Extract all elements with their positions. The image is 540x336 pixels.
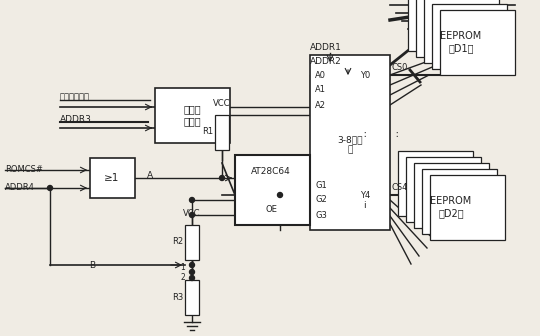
Text: 冷热启动标志: 冷热启动标志 xyxy=(60,92,90,101)
Text: R2: R2 xyxy=(172,238,183,247)
Text: ADDR2: ADDR2 xyxy=(310,57,342,67)
Circle shape xyxy=(278,193,282,198)
Bar xyxy=(185,280,199,315)
Text: 1: 1 xyxy=(180,262,185,271)
Bar xyxy=(416,0,491,57)
Text: A1: A1 xyxy=(315,85,326,94)
Text: G1: G1 xyxy=(315,180,327,190)
Circle shape xyxy=(190,269,194,275)
Bar xyxy=(440,10,515,75)
Text: A0: A0 xyxy=(315,71,326,80)
Text: CS0: CS0 xyxy=(392,64,408,73)
Bar xyxy=(155,88,230,143)
Text: i: i xyxy=(363,201,366,210)
Bar xyxy=(408,0,483,51)
Text: ADDR4: ADDR4 xyxy=(5,183,35,193)
Text: 2: 2 xyxy=(180,274,185,283)
Circle shape xyxy=(190,262,194,267)
Bar xyxy=(398,151,473,216)
Bar xyxy=(406,157,481,222)
Bar xyxy=(90,158,135,198)
Text: A2: A2 xyxy=(315,100,326,110)
Bar xyxy=(235,155,310,225)
Text: Y0: Y0 xyxy=(360,71,370,80)
Circle shape xyxy=(48,185,52,191)
Bar xyxy=(424,0,499,63)
Text: ≥1: ≥1 xyxy=(104,173,120,183)
Text: 3-8译码
器: 3-8译码 器 xyxy=(338,135,363,155)
Text: CS4: CS4 xyxy=(392,183,408,193)
Bar xyxy=(422,169,497,234)
Text: R1: R1 xyxy=(202,127,213,136)
Text: AT28C64: AT28C64 xyxy=(251,168,291,176)
Text: ∶: ∶ xyxy=(395,130,397,140)
Bar xyxy=(414,163,489,228)
Text: EEPROM
（D1）: EEPROM （D1） xyxy=(441,31,482,53)
Circle shape xyxy=(219,175,225,180)
Text: EEPROM
（D2）: EEPROM （D2） xyxy=(430,196,471,218)
Bar xyxy=(185,225,199,260)
Text: B: B xyxy=(89,260,95,269)
Bar xyxy=(310,55,390,230)
Text: ADDR3: ADDR3 xyxy=(60,116,92,125)
Text: VCC: VCC xyxy=(213,98,231,108)
Text: A: A xyxy=(147,170,153,179)
Text: G3: G3 xyxy=(315,210,327,219)
Text: ROMCS#: ROMCS# xyxy=(5,166,43,174)
Text: G2: G2 xyxy=(315,196,327,205)
Text: OE: OE xyxy=(265,206,277,214)
Text: 逻辑组
合电路: 逻辑组 合电路 xyxy=(183,104,201,126)
Text: VCC: VCC xyxy=(183,209,201,217)
Bar xyxy=(215,115,229,150)
Text: ADDR1: ADDR1 xyxy=(310,43,342,52)
Circle shape xyxy=(190,212,194,217)
Circle shape xyxy=(190,276,194,281)
Text: R3: R3 xyxy=(172,293,183,301)
Circle shape xyxy=(190,198,194,203)
Bar xyxy=(432,4,507,69)
Text: Y4: Y4 xyxy=(360,191,370,200)
Bar xyxy=(430,175,505,240)
Text: ∶: ∶ xyxy=(363,130,366,140)
